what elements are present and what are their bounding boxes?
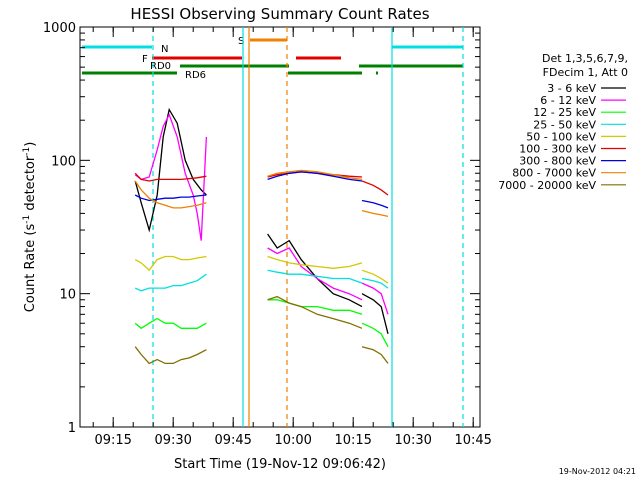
legend-entry-label: 6 - 12 keV xyxy=(540,94,596,107)
x-tick-label: 10:30 xyxy=(394,433,431,448)
chart-title: HESSI Observing Summary Count Rates xyxy=(130,5,429,23)
series-line xyxy=(134,346,207,365)
series-line xyxy=(361,180,389,196)
series-line xyxy=(267,299,363,315)
legend-entry-label: 300 - 800 keV xyxy=(519,155,596,168)
legend-entry-label: 25 - 50 keV xyxy=(533,118,596,131)
series-line xyxy=(134,194,207,202)
series-line xyxy=(361,199,389,209)
series-line xyxy=(267,255,363,269)
series-line xyxy=(134,180,207,209)
flag-label-rd6: RD6 xyxy=(185,70,206,81)
x-tick-label: 10:45 xyxy=(454,433,491,448)
series-line xyxy=(267,171,363,182)
x-axis-label: Start Time (19-Nov-12 09:06:42) xyxy=(174,457,386,472)
series-line xyxy=(134,255,207,272)
flag-label-f: F xyxy=(142,54,148,65)
series-line xyxy=(361,282,389,315)
legend-entry-label: 3 - 6 keV xyxy=(547,82,596,95)
flag-label-rd0: RD0 xyxy=(150,61,171,72)
x-tick-label: 09:30 xyxy=(154,433,191,448)
series-line xyxy=(361,293,389,334)
series-line xyxy=(267,233,363,308)
legend-entry-label: 100 - 300 keV xyxy=(519,143,596,156)
y-tick-label: 100 xyxy=(51,154,76,169)
y-tick-label: 1 xyxy=(68,421,76,436)
series-line xyxy=(134,107,207,233)
series-line xyxy=(267,269,363,284)
flag-label-s: S xyxy=(238,36,244,47)
x-tick-label: 09:45 xyxy=(214,433,251,448)
series-line xyxy=(134,172,207,182)
legend-entry-label: 50 - 100 keV xyxy=(526,130,596,143)
mode-markers xyxy=(152,27,464,427)
series-line xyxy=(361,277,389,289)
plot-frame xyxy=(79,26,481,428)
flag-label-n: N xyxy=(161,44,168,55)
x-tick-label: 10:15 xyxy=(334,433,371,448)
series-line xyxy=(134,273,207,292)
legend-header-detectors: Det 1,3,5,6,7,9, xyxy=(542,52,628,65)
series-line xyxy=(267,169,363,181)
x-tick-label: 10:00 xyxy=(274,433,311,448)
legend-entry-label: 12 - 25 keV xyxy=(533,106,596,119)
y-axis-ticks: 1 10 100 1000 xyxy=(43,21,480,436)
series-group xyxy=(134,107,389,365)
series-line xyxy=(134,113,208,241)
footer-date: 19-Nov-2012 04:21 xyxy=(559,467,636,476)
series-line xyxy=(361,322,389,348)
y-tick-label: 1000 xyxy=(43,21,76,36)
x-axis-ticks: 09:15 09:30 09:45 10:00 10:15 10:30 10:45 xyxy=(92,27,492,448)
x-tick-label: 09:15 xyxy=(94,433,131,448)
y-tick-label: 10 xyxy=(59,288,76,303)
legend: Det 1,3,5,6,7,9,FDecim 1, Att 0 3 - 6 keV… xyxy=(498,52,628,192)
series-line xyxy=(361,209,389,218)
series-line xyxy=(134,317,207,330)
series-line xyxy=(267,247,363,301)
legend-header-fdecim: FDecim 1, Att 0 xyxy=(543,66,628,79)
y-axis-label: Count Rate (s-1 detector-1) xyxy=(22,142,38,313)
legend-entry-label: 7000 - 20000 keV xyxy=(498,179,596,192)
series-line xyxy=(267,295,363,329)
legend-entry-label: 800 - 7000 keV xyxy=(512,167,596,180)
series-line xyxy=(361,269,389,284)
series-line xyxy=(361,346,389,364)
